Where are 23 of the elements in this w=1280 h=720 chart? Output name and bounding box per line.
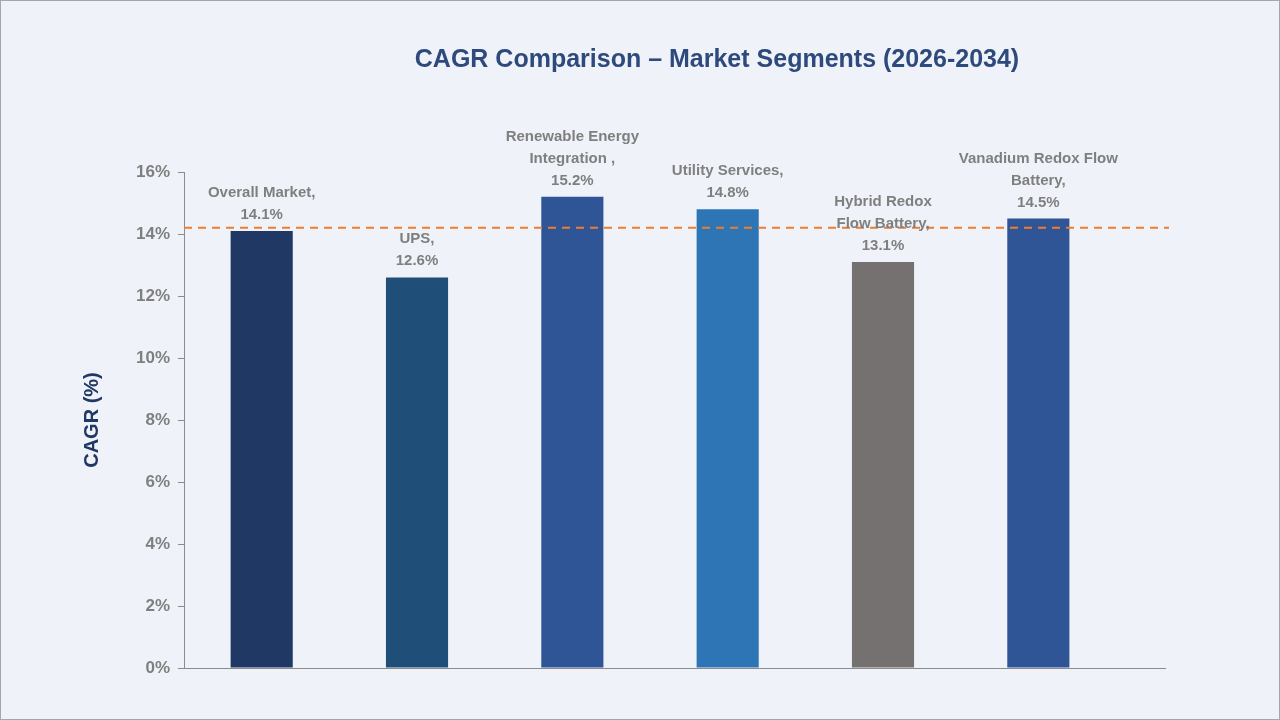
data-label: Renewable Energy Integration , 15.2% (505, 126, 640, 188)
y-tick-label: 4% (145, 533, 171, 553)
data-label: Hybrid Redox Flow Battery, 13.1% (834, 191, 933, 253)
y-tick-label: 10% (135, 347, 171, 367)
bar (1007, 218, 1070, 668)
chart-title: CAGR Comparison – Market Segments (2026-2034) (414, 43, 1020, 72)
y-tick-label: 12% (135, 285, 171, 305)
data-label: Utility Services, 14.8% (671, 161, 784, 201)
bar (696, 209, 759, 668)
y-tick-label: 16% (135, 161, 171, 181)
y-tick-label: 14% (135, 223, 171, 243)
bar (230, 230, 293, 668)
data-label: Overall Market, 14.1% (207, 182, 316, 222)
bar (385, 277, 449, 668)
data-label: UPS, 12.6% (395, 229, 439, 269)
data-label: Vanadium Redox Flow Battery, 14.5% (958, 148, 1119, 210)
y-tick-label: 8% (145, 409, 171, 429)
y-axis-title: CAGR (%) (79, 372, 102, 468)
y-tick-label: 2% (145, 595, 171, 615)
bar (541, 196, 604, 668)
y-tick-label: 6% (145, 471, 171, 491)
y-tick-label: 0% (145, 657, 171, 677)
bar (851, 261, 915, 668)
